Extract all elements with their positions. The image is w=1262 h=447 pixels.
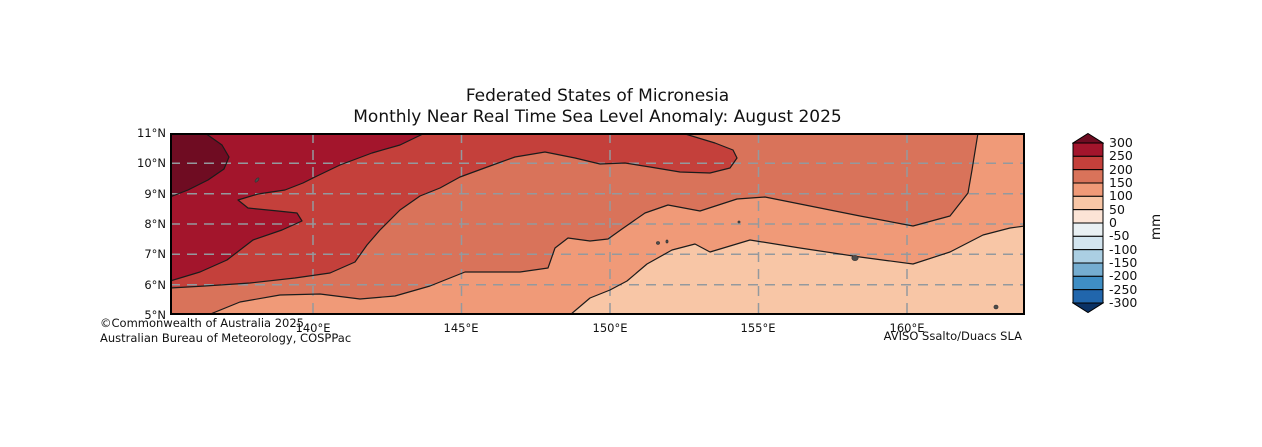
colorbar-band [1072,155,1104,171]
contour-band-over-300 [170,133,229,197]
colorbar-extend-top [1072,132,1104,144]
y-tick-5n: 5°N [144,308,166,322]
cbar-tick-200: 200 [1109,161,1133,177]
cbar-tick-n100: -100 [1109,241,1138,257]
colorbar-band [1072,262,1104,277]
chart-title: Federated States of Micronesia Monthly N… [170,86,1025,128]
cbar-tick-n300: -300 [1109,295,1138,310]
island-chuuk-2 [665,239,669,244]
y-tick-11n: 11°N [137,126,166,140]
y-tick-7n: 7°N [144,247,166,262]
colorbar [1072,132,1104,314]
cbar-tick-n150: -150 [1109,255,1138,270]
cbar-tick-250: 250 [1109,148,1133,164]
cbar-tick-150: 150 [1109,175,1133,190]
graticule [170,133,1025,315]
colorbar-band [1072,209,1104,224]
chart-title-line2: Monthly Near Real Time Sea Level Anomaly… [353,107,842,127]
y-tick-6n: 6°N [144,277,166,292]
cbar-tick-100: 100 [1109,188,1133,204]
x-tick-150e: 150°E [592,321,628,335]
plot-border [170,133,1025,315]
x-tick-160e: 160°E [889,321,925,335]
x-tick-155e: 155°E [740,321,776,335]
colorbar-band [1072,169,1104,184]
island-yap [254,177,260,183]
colorbar-band [1072,249,1104,264]
colorbar-band [1072,142,1104,157]
colorbar-band [1072,182,1104,197]
x-tick-145e: 145°E [443,321,479,335]
cbar-tick-n250: -250 [1109,281,1138,297]
island-kosrae [993,304,999,310]
colorbar-band [1072,275,1104,291]
island-chuuk [656,241,660,245]
x-tick-140e: 140°E [295,321,331,335]
copyright-line2: Australian Bureau of Meteorology, COSPPa… [100,331,352,345]
y-tick-9n: 9°N [144,186,166,201]
cbar-tick-n50: -50 [1109,228,1130,244]
colorbar-band [1072,235,1104,251]
chart-title-line1: Federated States of Micronesia [465,86,730,106]
cbar-tick-50: 50 [1109,201,1125,217]
colorbar-extend-bottom [1072,302,1104,314]
cbar-tick-300: 300 [1109,135,1133,150]
colorbar-band [1072,195,1104,211]
island-pohnpei [851,255,859,261]
contour-lines [170,133,1025,315]
colorbar-band [1072,289,1104,304]
y-tick-8n: 8°N [144,217,166,231]
cbar-tick-n200: -200 [1109,268,1138,284]
island-atoll [737,220,741,224]
map-plot [170,133,1025,315]
copyright-line1: ©Commonwealth of Australia 2025 [100,316,305,330]
y-tick-10n: 10°N [137,156,166,171]
colorbar-band [1072,222,1104,237]
cbar-tick-0: 0 [1109,215,1117,230]
colorbar-unit-label: mm [1148,213,1164,241]
data-source-label: AVISO Ssalto/Duacs SLA [883,329,1022,343]
contour-band-50-100 [570,226,1025,315]
islands [254,177,999,310]
